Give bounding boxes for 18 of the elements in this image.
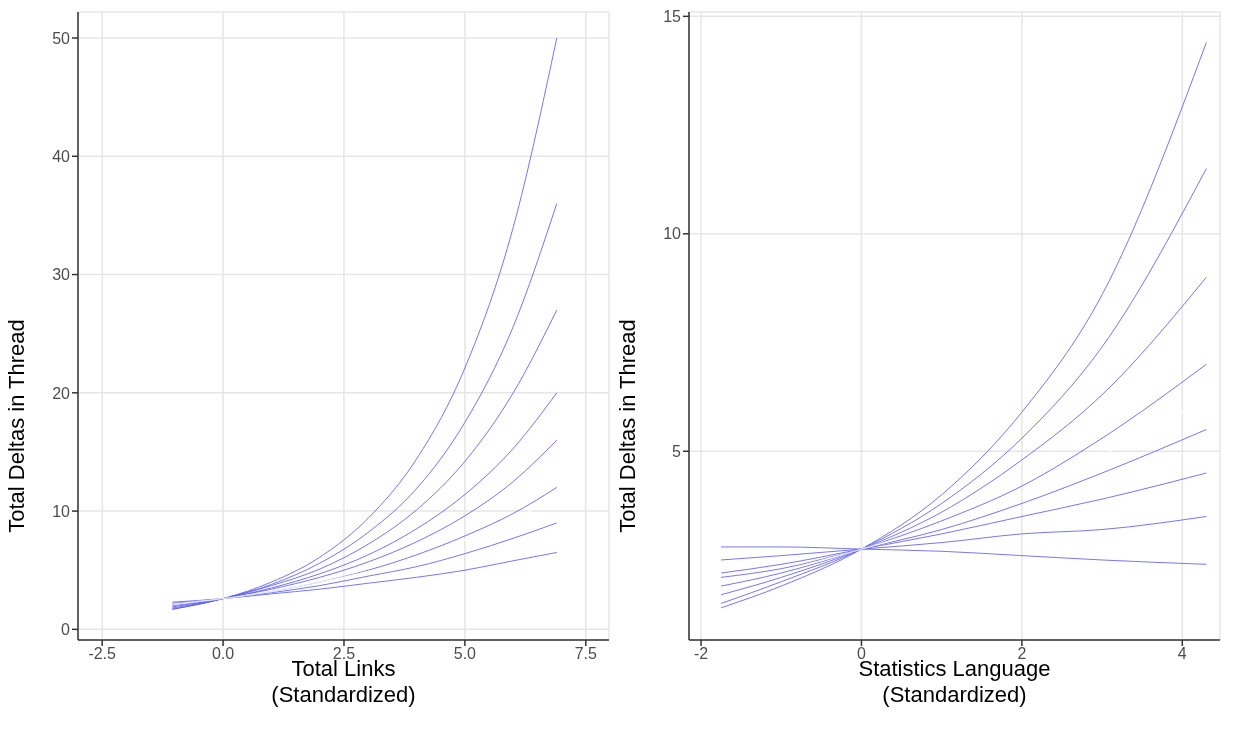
x-tick-label: 5.0: [453, 645, 477, 663]
x-tick-label: 4: [1177, 645, 1187, 663]
y-axis-title: Total Deltas in Thread: [614, 319, 640, 533]
y-tick-label: 20: [52, 384, 71, 402]
y-tick-label: 15: [663, 8, 682, 26]
y-tick-label: 40: [52, 147, 71, 165]
y-tick-label: 30: [52, 266, 71, 284]
y-tick-label: 5: [672, 442, 682, 460]
x-tick-label: -2.5: [88, 645, 117, 663]
x-tick-label: 2: [1017, 645, 1027, 663]
y-tick-label: 50: [52, 29, 71, 47]
y-tick-label: 10: [52, 502, 71, 520]
y-tick-label: 0: [61, 621, 71, 639]
y-axis-title: Total Deltas in Thread: [3, 319, 29, 533]
x-tick-label: 7.5: [574, 645, 598, 663]
x-tick-label: 0.0: [211, 645, 235, 663]
x-tick-label: -2: [693, 645, 709, 663]
y-tick-label: 10: [663, 225, 682, 243]
